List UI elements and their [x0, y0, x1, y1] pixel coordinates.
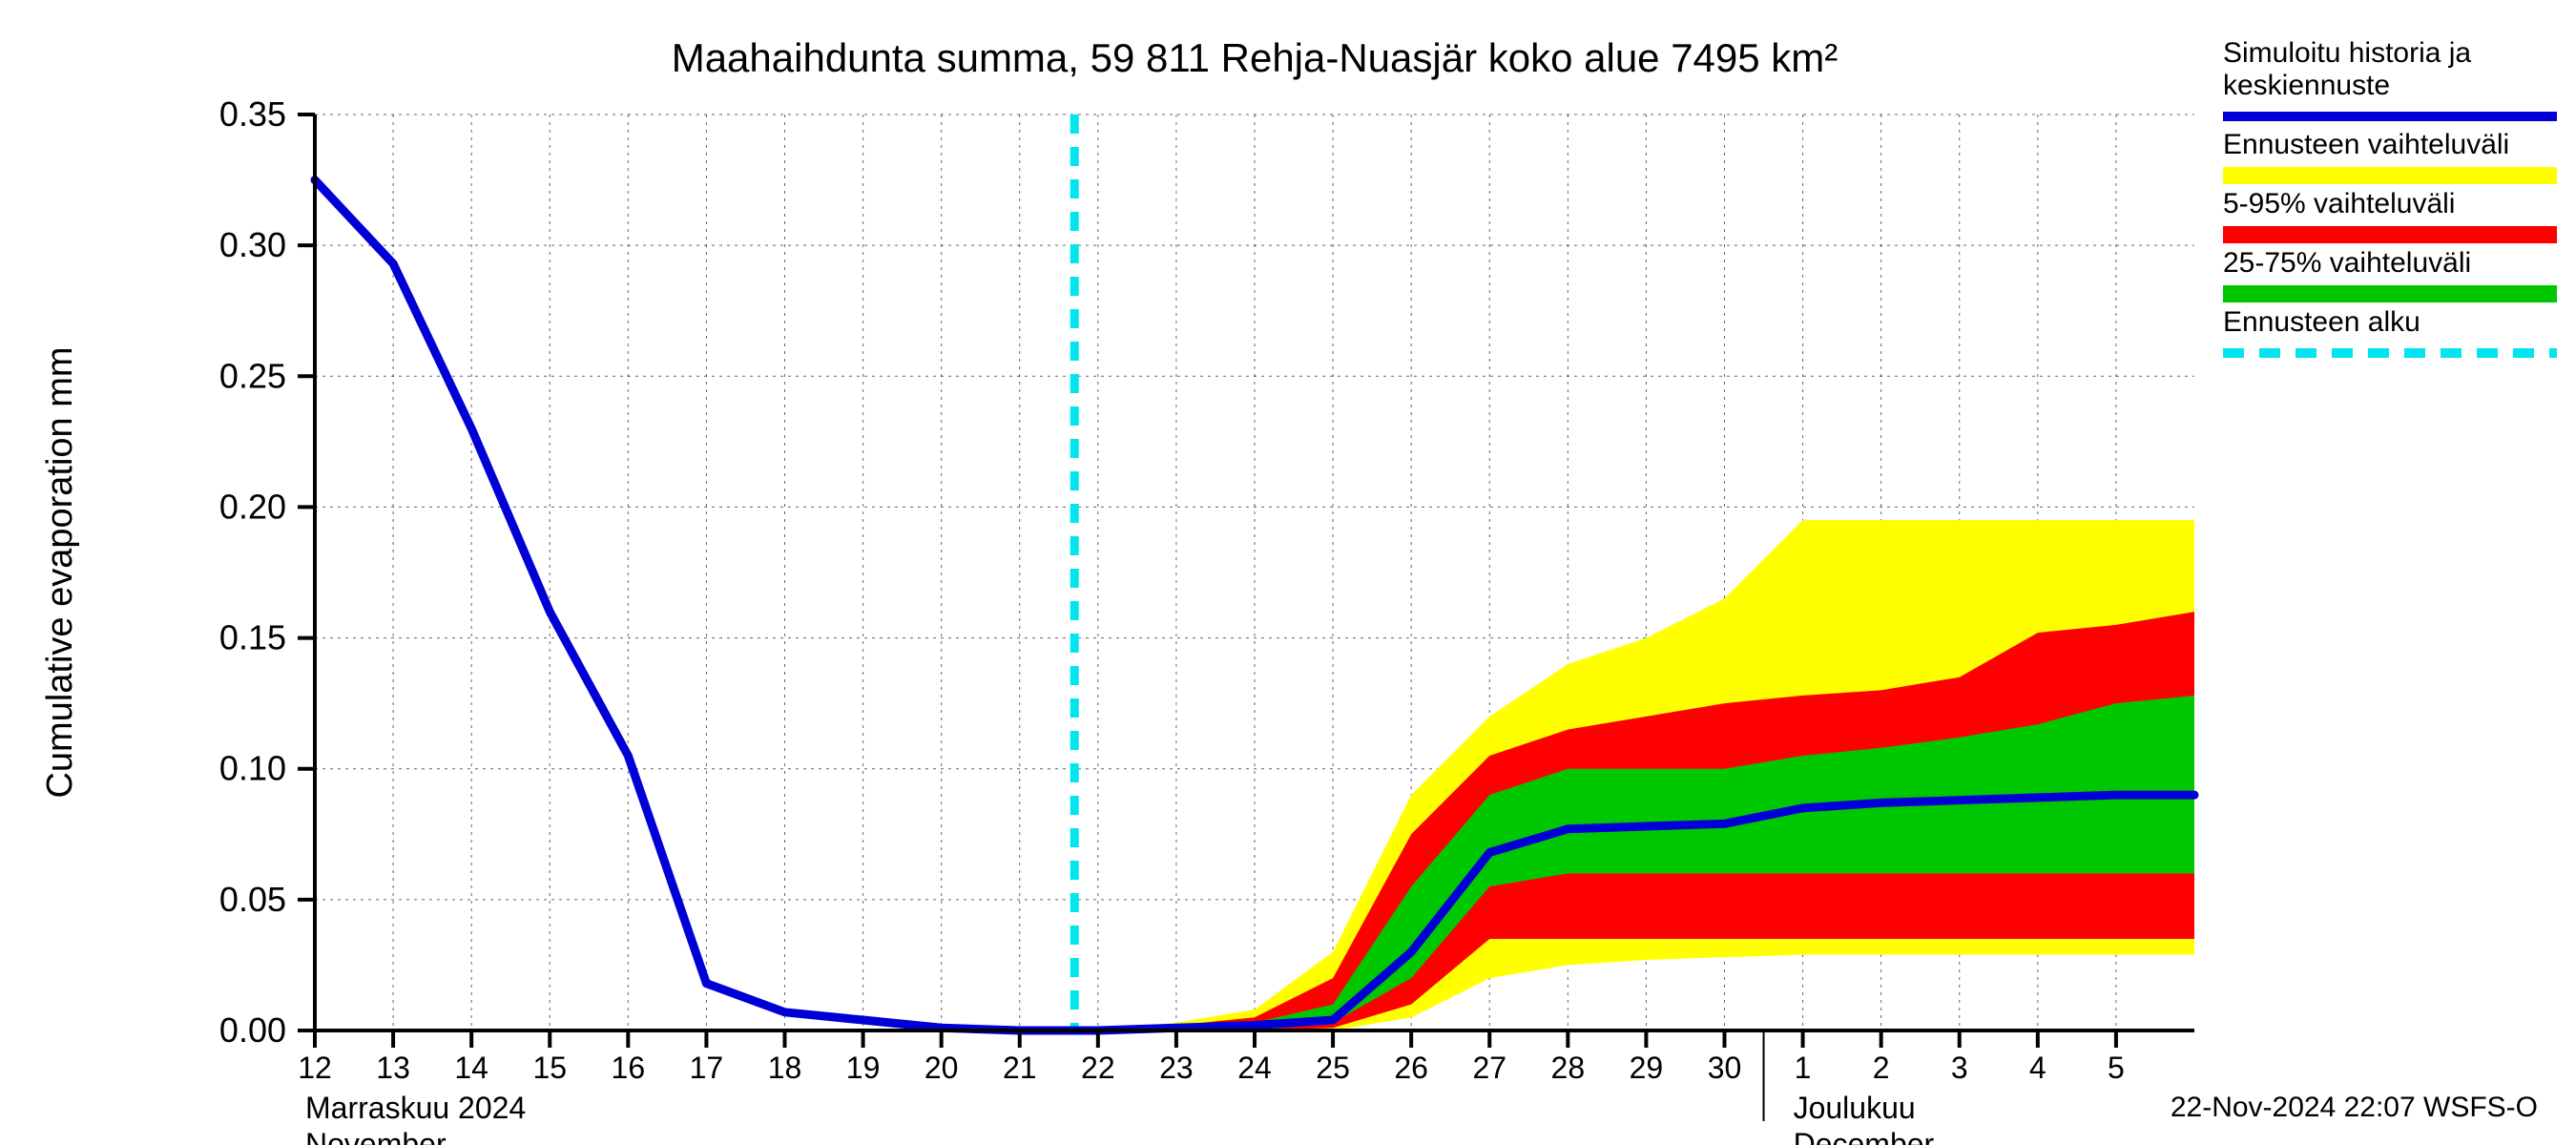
svg-text:26: 26: [1394, 1051, 1428, 1085]
svg-text:0.00: 0.00: [219, 1010, 286, 1050]
svg-text:12: 12: [298, 1051, 332, 1085]
svg-text:Maahaihdunta summa, 59 811 Reh: Maahaihdunta summa, 59 811 Rehja-Nuasjär…: [672, 35, 1839, 80]
svg-text:0.15: 0.15: [219, 618, 286, 657]
svg-text:0.30: 0.30: [219, 225, 286, 264]
svg-text:29: 29: [1630, 1051, 1664, 1085]
svg-text:23: 23: [1159, 1051, 1194, 1085]
svg-text:Ennusteen alku: Ennusteen alku: [2223, 306, 2420, 338]
svg-text:0.20: 0.20: [219, 487, 286, 526]
svg-text:3: 3: [1951, 1051, 1968, 1085]
svg-text:27: 27: [1472, 1051, 1506, 1085]
svg-text:22-Nov-2024 22:07 WSFS-O: 22-Nov-2024 22:07 WSFS-O: [2171, 1092, 2538, 1123]
svg-text:13: 13: [376, 1051, 410, 1085]
svg-text:0.05: 0.05: [219, 880, 286, 919]
svg-text:5-95% vaihteluväli: 5-95% vaihteluväli: [2223, 188, 2455, 219]
svg-text:5: 5: [2108, 1051, 2125, 1085]
svg-text:0.10: 0.10: [219, 749, 286, 788]
evaporation-chart: 0.000.050.100.150.200.250.300.3512131415…: [0, 0, 2576, 1145]
svg-text:Cumulative evaporation mm: Cumulative evaporation mm: [40, 346, 80, 798]
svg-text:0.25: 0.25: [219, 356, 286, 395]
svg-text:Marraskuu 2024: Marraskuu 2024: [305, 1091, 526, 1125]
svg-text:December: December: [1794, 1127, 1935, 1145]
svg-text:30: 30: [1708, 1051, 1742, 1085]
svg-text:16: 16: [612, 1051, 646, 1085]
svg-text:0.35: 0.35: [219, 94, 286, 134]
svg-text:22: 22: [1081, 1051, 1115, 1085]
svg-text:1: 1: [1795, 1051, 1812, 1085]
svg-text:25-75% vaihteluväli: 25-75% vaihteluväli: [2223, 247, 2471, 279]
svg-text:keskiennuste: keskiennuste: [2223, 70, 2390, 101]
svg-text:15: 15: [532, 1051, 567, 1085]
svg-text:2: 2: [1873, 1051, 1890, 1085]
svg-text:25: 25: [1316, 1051, 1350, 1085]
svg-text:18: 18: [768, 1051, 802, 1085]
svg-text:4: 4: [2029, 1051, 2046, 1085]
chart-container: 0.000.050.100.150.200.250.300.3512131415…: [0, 0, 2576, 1145]
svg-text:24: 24: [1237, 1051, 1272, 1085]
svg-text:Joulukuu: Joulukuu: [1794, 1091, 1916, 1125]
svg-text:28: 28: [1551, 1051, 1586, 1085]
svg-text:17: 17: [690, 1051, 724, 1085]
svg-text:Ennusteen vaihteluväli: Ennusteen vaihteluväli: [2223, 129, 2509, 160]
svg-text:20: 20: [924, 1051, 959, 1085]
svg-text:Simuloitu historia ja: Simuloitu historia ja: [2223, 37, 2471, 69]
svg-text:21: 21: [1003, 1051, 1037, 1085]
svg-text:14: 14: [454, 1051, 488, 1085]
svg-text:November: November: [305, 1127, 447, 1145]
svg-text:19: 19: [846, 1051, 881, 1085]
